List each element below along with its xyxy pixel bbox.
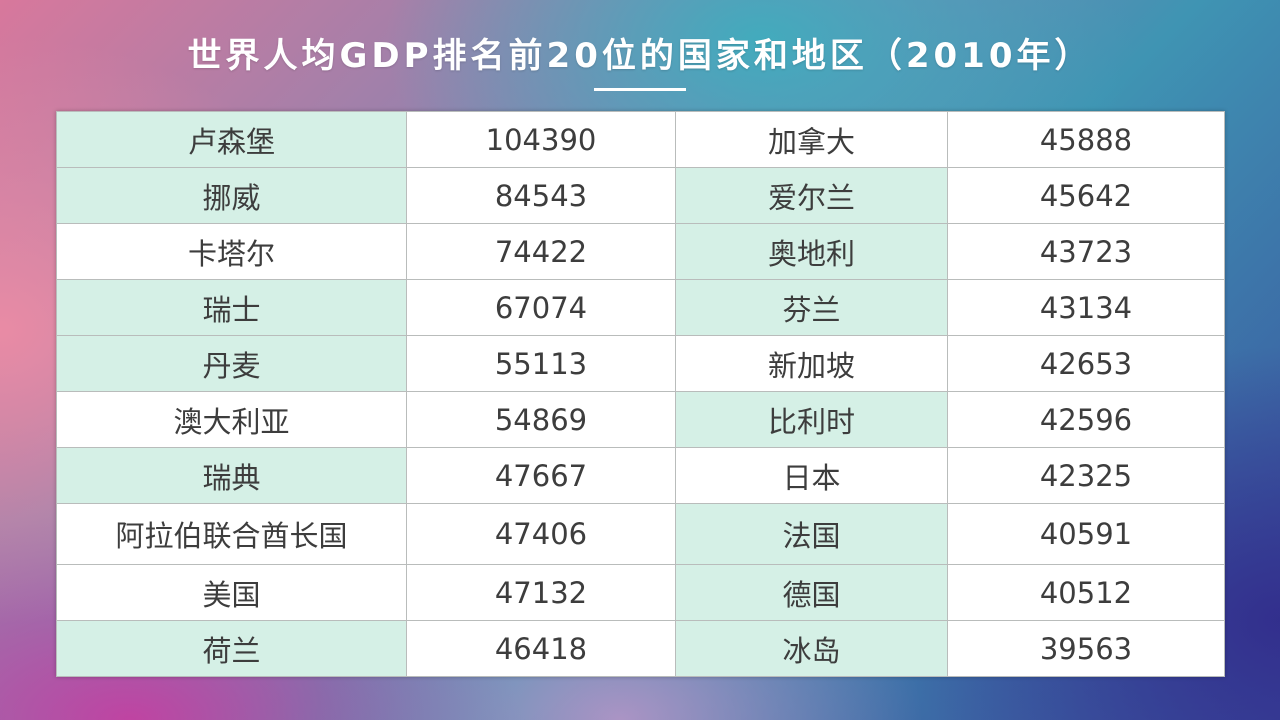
gdp-value-cell: 67074 (406, 279, 676, 336)
country-cell: 法国 (675, 503, 948, 565)
country-cell: 瑞士 (56, 279, 407, 336)
table-row: 荷兰 46418 冰岛 39563 (56, 620, 1225, 677)
gdp-value-cell: 42653 (947, 335, 1225, 392)
table-row: 挪威 84543 爱尔兰 45642 (56, 167, 1225, 224)
gdp-value-cell: 40512 (947, 564, 1225, 621)
gdp-value-cell: 55113 (406, 335, 676, 392)
table-row: 澳大利亚 54869 比利时 42596 (56, 391, 1225, 448)
table-row: 瑞士 67074 芬兰 43134 (56, 279, 1225, 336)
country-cell: 阿拉伯联合酋长国 (56, 503, 407, 565)
table-row: 丹麦 55113 新加坡 42653 (56, 335, 1225, 392)
country-cell: 挪威 (56, 167, 407, 224)
country-cell: 澳大利亚 (56, 391, 407, 448)
country-cell: 卢森堡 (56, 111, 407, 168)
country-cell: 比利时 (675, 391, 948, 448)
gdp-value-cell: 47667 (406, 447, 676, 504)
table-row: 瑞典 47667 日本 42325 (56, 447, 1225, 504)
gdp-value-cell: 47132 (406, 564, 676, 621)
country-cell: 冰岛 (675, 620, 948, 677)
country-cell: 新加坡 (675, 335, 948, 392)
gdp-value-cell: 43134 (947, 279, 1225, 336)
gdp-value-cell: 104390 (406, 111, 676, 168)
gdp-ranking-table: 卢森堡 104390 加拿大 45888 挪威 84543 爱尔兰 45642 … (56, 111, 1225, 677)
table-row: 阿拉伯联合酋长国 47406 法国 40591 (56, 503, 1225, 565)
gdp-value-cell: 45642 (947, 167, 1225, 224)
gdp-value-cell: 40591 (947, 503, 1225, 565)
country-cell: 卡塔尔 (56, 223, 407, 280)
country-cell: 日本 (675, 447, 948, 504)
country-cell: 爱尔兰 (675, 167, 948, 224)
gdp-value-cell: 46418 (406, 620, 676, 677)
gdp-value-cell: 84543 (406, 167, 676, 224)
gdp-value-cell: 42596 (947, 391, 1225, 448)
title-underline (594, 88, 686, 91)
country-cell: 荷兰 (56, 620, 407, 677)
gdp-value-cell: 45888 (947, 111, 1225, 168)
page-title: 世界人均GDP排名前20位的国家和地区（2010年） (187, 36, 1093, 76)
country-cell: 瑞典 (56, 447, 407, 504)
table-row: 美国 47132 德国 40512 (56, 564, 1225, 621)
gdp-value-cell: 39563 (947, 620, 1225, 677)
gdp-value-cell: 74422 (406, 223, 676, 280)
gdp-value-cell: 42325 (947, 447, 1225, 504)
country-cell: 奥地利 (675, 223, 948, 280)
country-cell: 丹麦 (56, 335, 407, 392)
gdp-value-cell: 43723 (947, 223, 1225, 280)
country-cell: 美国 (56, 564, 407, 621)
gdp-value-cell: 54869 (406, 391, 676, 448)
table-row: 卡塔尔 74422 奥地利 43723 (56, 223, 1225, 280)
country-cell: 加拿大 (675, 111, 948, 168)
country-cell: 芬兰 (675, 279, 948, 336)
table-row: 卢森堡 104390 加拿大 45888 (56, 111, 1225, 168)
country-cell: 德国 (675, 564, 948, 621)
gdp-value-cell: 47406 (406, 503, 676, 565)
